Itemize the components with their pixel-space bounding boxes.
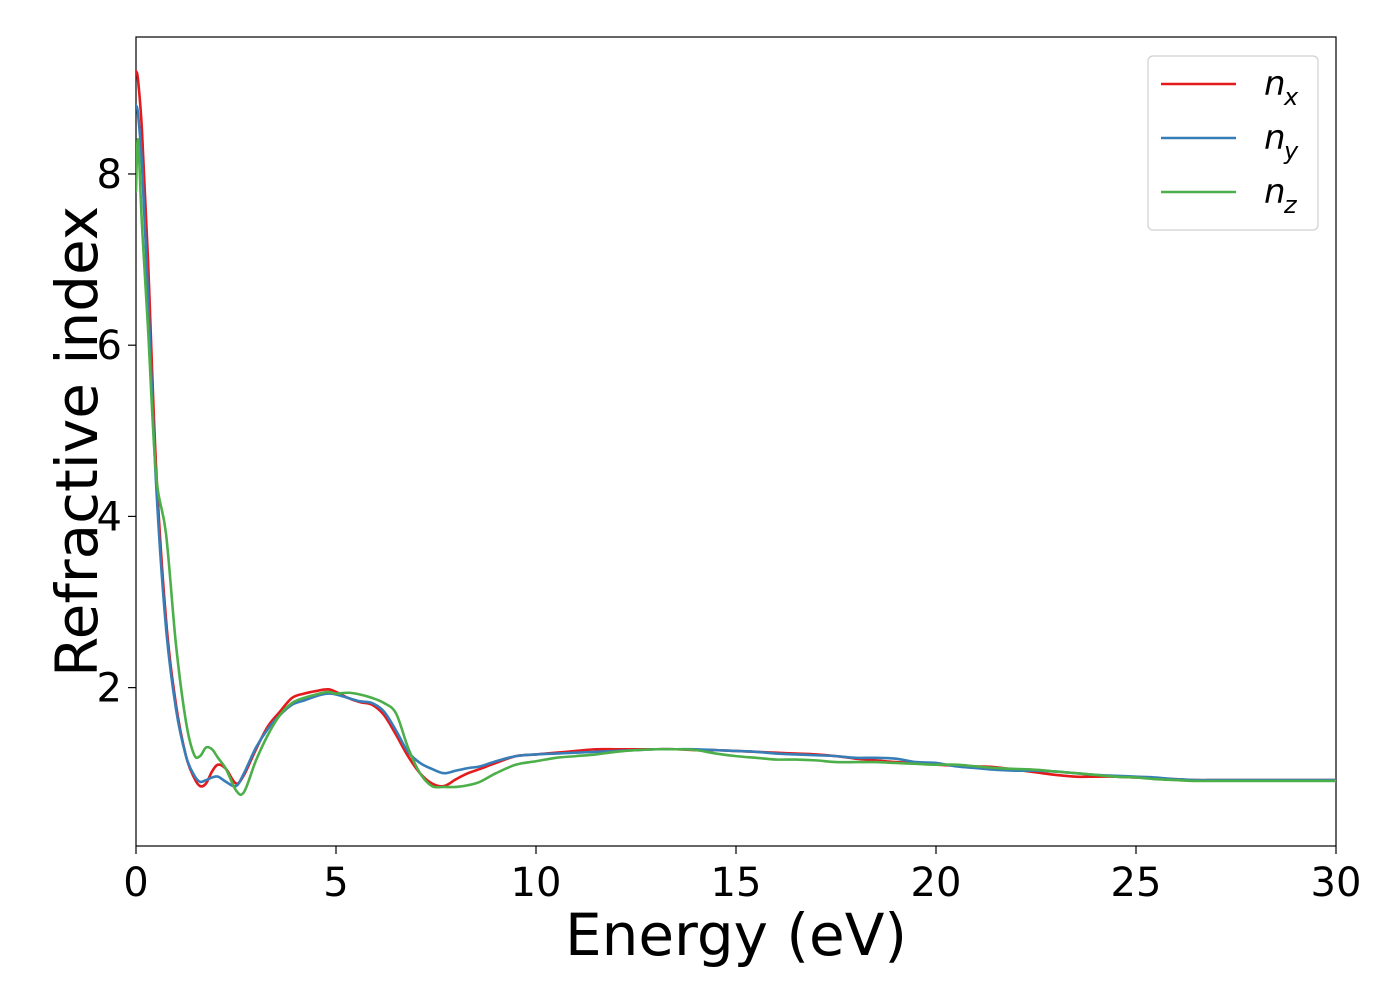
y-tick-label: 4 [97,494,122,540]
x-tick-label: 10 [511,860,562,906]
legend-item-x: nx [1161,64,1299,111]
x-axis: 0 5 10 15 20 25 30 [123,846,1361,906]
legend-item-z: nz [1161,172,1298,219]
x-tick-label: 5 [323,860,348,906]
legend-label-base: n [1264,172,1286,212]
legend-label-base: n [1264,64,1286,104]
legend-item-y: ny [1161,118,1299,165]
y-tick-label: 6 [97,323,122,369]
y-tick-label: 2 [97,666,122,712]
x-tick-label: 20 [911,860,962,906]
legend-label-subscript: z [1283,191,1298,219]
legend-label-subscript: y [1283,137,1299,165]
y-tick-label: 8 [97,152,122,198]
x-tick-label: 15 [711,860,762,906]
x-tick-label: 25 [1111,860,1162,906]
x-tick-label: 30 [1311,860,1362,906]
series-layer [136,69,1336,797]
y-axis: 2 4 6 8 [97,152,136,712]
legend-label-base: n [1264,118,1286,158]
series-line-z [136,138,1336,797]
x-tick-label: 0 [123,860,148,906]
x-axis-title: Energy (eV) [565,901,907,969]
legend-label-subscript: x [1283,83,1299,111]
y-axis-title: Refractive index [43,206,111,677]
legend-box [1147,55,1319,231]
